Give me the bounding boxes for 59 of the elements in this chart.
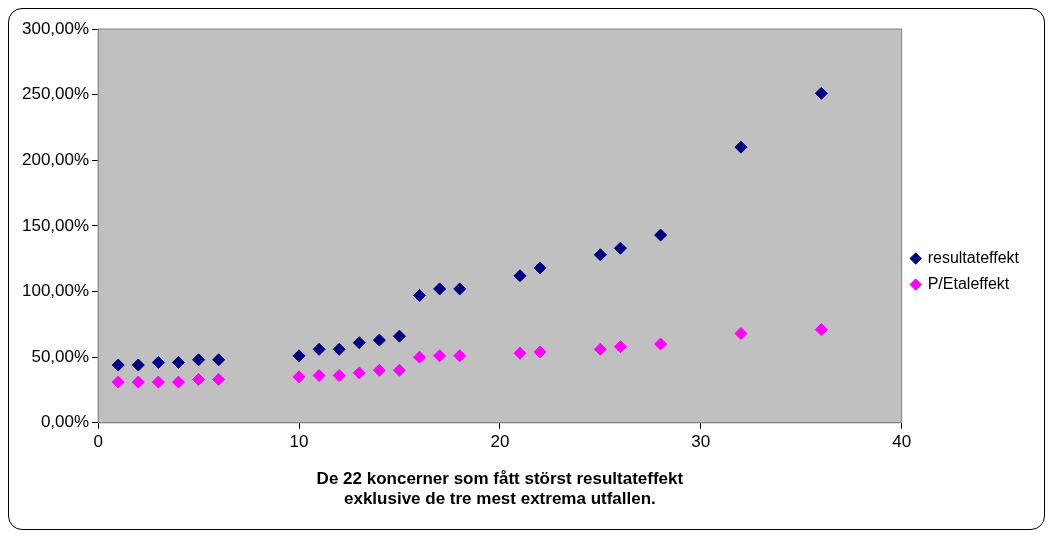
point bbox=[332, 342, 346, 356]
point bbox=[111, 358, 125, 372]
point bbox=[654, 228, 668, 242]
point bbox=[352, 336, 366, 350]
point bbox=[192, 353, 206, 367]
point bbox=[413, 288, 427, 302]
x-tick-label: 10 bbox=[289, 431, 309, 451]
y-tick-label: 50,00% bbox=[31, 346, 90, 366]
point bbox=[151, 375, 165, 389]
point bbox=[292, 370, 306, 384]
point bbox=[111, 375, 125, 389]
point bbox=[312, 369, 326, 383]
y-tick-label: 0,00% bbox=[40, 412, 90, 432]
point bbox=[593, 342, 607, 356]
x-tick-label: 40 bbox=[892, 431, 912, 451]
point bbox=[814, 323, 828, 337]
point bbox=[312, 342, 326, 356]
point bbox=[151, 355, 165, 369]
x-tick-label: 30 bbox=[691, 431, 711, 451]
point bbox=[192, 372, 206, 386]
point bbox=[453, 282, 467, 296]
point bbox=[332, 369, 346, 383]
point bbox=[734, 140, 748, 154]
y-tick-label: 250,00% bbox=[21, 84, 90, 104]
point bbox=[392, 363, 406, 377]
point bbox=[613, 241, 627, 255]
point bbox=[171, 355, 185, 369]
point bbox=[814, 86, 828, 100]
y-tick-label: 300,00% bbox=[21, 18, 90, 38]
point bbox=[372, 363, 386, 377]
point bbox=[533, 261, 547, 275]
point bbox=[513, 269, 527, 283]
point bbox=[734, 327, 748, 341]
x-axis-title: De 22 koncerner som fått störst resultateffekt exklusive de tre mest extrema utfallen. bbox=[316, 469, 684, 509]
legend-label: P/Etaleffekt bbox=[927, 274, 1010, 292]
x-tick-label: 20 bbox=[490, 431, 510, 451]
point bbox=[212, 353, 226, 367]
point bbox=[372, 333, 386, 347]
point bbox=[292, 349, 306, 363]
y-tick-label: 150,00% bbox=[21, 215, 90, 235]
point bbox=[171, 375, 185, 389]
point bbox=[433, 282, 447, 296]
y-tick-label: 100,00% bbox=[21, 281, 90, 301]
point bbox=[654, 337, 668, 351]
point bbox=[212, 372, 226, 386]
x-tick-label: 0 bbox=[93, 431, 103, 451]
point bbox=[392, 329, 406, 343]
point bbox=[613, 340, 627, 354]
legend-label: resultateffekt bbox=[927, 248, 1020, 266]
y-tick-label: 200,00% bbox=[21, 149, 90, 169]
point bbox=[131, 375, 145, 389]
point bbox=[533, 345, 547, 359]
point bbox=[453, 349, 467, 363]
point bbox=[593, 248, 607, 262]
point bbox=[513, 346, 527, 360]
point bbox=[413, 350, 427, 364]
point bbox=[352, 366, 366, 380]
point bbox=[433, 349, 447, 363]
point bbox=[131, 358, 145, 372]
